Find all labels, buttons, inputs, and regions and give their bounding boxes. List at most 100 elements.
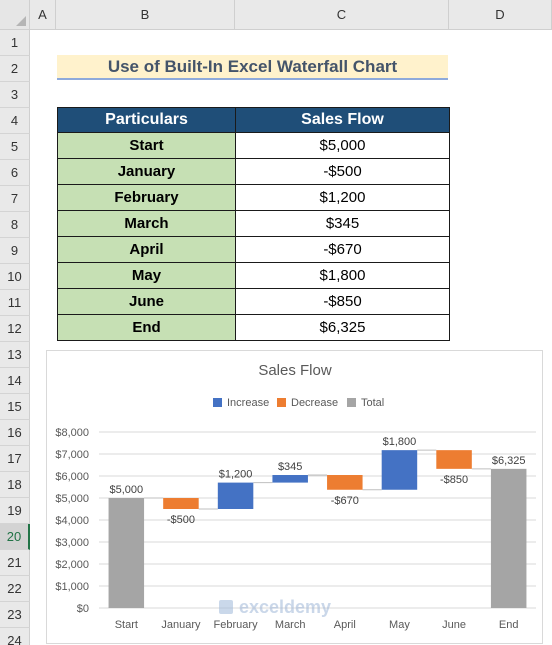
row-header-23[interactable]: 23 xyxy=(0,602,30,628)
legend-swatch-decrease xyxy=(277,398,286,407)
row-header-20[interactable]: 20 xyxy=(0,524,30,550)
data-label: $6,325 xyxy=(492,455,526,467)
select-all-corner[interactable] xyxy=(0,0,30,30)
column-header-c[interactable]: C xyxy=(235,0,449,30)
bar-start xyxy=(108,498,145,608)
table-row: February $1,200 xyxy=(57,184,450,211)
sales-flow-cell[interactable]: -$500 xyxy=(235,158,450,185)
row-header-18[interactable]: 18 xyxy=(0,472,30,498)
bar-april xyxy=(327,475,363,490)
particular-cell[interactable]: May xyxy=(57,262,236,289)
row-header-15[interactable]: 15 xyxy=(0,394,30,420)
row-header-2[interactable]: 2 xyxy=(0,56,30,82)
column-header-a[interactable]: A xyxy=(30,0,56,30)
row-header-10[interactable]: 10 xyxy=(0,264,30,290)
chart-title: Sales Flow xyxy=(258,362,332,379)
x-tick-label: May xyxy=(389,619,410,631)
particular-cell[interactable]: March xyxy=(57,210,236,237)
exceldemy-watermark: exceldemy xyxy=(239,597,331,617)
row-header-17[interactable]: 17 xyxy=(0,446,30,472)
data-label: $1,200 xyxy=(219,469,253,481)
row-header-4[interactable]: 4 xyxy=(0,108,30,134)
data-label: $345 xyxy=(278,461,302,473)
data-label: -$850 xyxy=(440,474,468,486)
row-header-19[interactable]: 19 xyxy=(0,498,30,524)
row-header-3[interactable]: 3 xyxy=(0,82,30,108)
particular-cell[interactable]: June xyxy=(57,288,236,315)
table-row: Start $5,000 xyxy=(57,132,450,159)
y-tick-label: $4,000 xyxy=(55,515,89,527)
row-header-1[interactable]: 1 xyxy=(0,30,30,56)
table-row: June -$850 xyxy=(57,288,450,315)
row-header-6[interactable]: 6 xyxy=(0,160,30,186)
x-tick-label: End xyxy=(499,619,519,631)
sales-flow-cell[interactable]: $6,325 xyxy=(235,314,450,341)
table-row: End $6,325 xyxy=(57,314,450,341)
table-row: May $1,800 xyxy=(57,262,450,289)
waterfall-chart[interactable]: Sales Flow Increase Decrease Total $0 $1,000 $… xyxy=(46,350,543,644)
row-header-22[interactable]: 22 xyxy=(0,576,30,602)
y-tick-label: $5,000 xyxy=(55,493,89,505)
row-header-13[interactable]: 13 xyxy=(0,342,30,368)
row-header-8[interactable]: 8 xyxy=(0,212,30,238)
table-header-particulars[interactable]: Particulars xyxy=(57,107,236,133)
x-tick-label: February xyxy=(214,619,259,631)
particular-cell[interactable]: February xyxy=(57,184,236,211)
row-header-16[interactable]: 16 xyxy=(0,420,30,446)
column-header-d[interactable]: D xyxy=(449,0,552,30)
bar-march xyxy=(272,475,308,483)
particular-cell[interactable]: April xyxy=(57,236,236,263)
row-header-21[interactable]: 21 xyxy=(0,550,30,576)
data-label: $5,000 xyxy=(109,484,143,496)
bar-may xyxy=(381,450,418,490)
data-label: $1,800 xyxy=(383,436,417,448)
legend-swatch-increase xyxy=(213,398,222,407)
table-row: March $345 xyxy=(57,210,450,237)
x-tick-label: March xyxy=(275,619,306,631)
x-tick-label: June xyxy=(442,619,466,631)
sheet-title[interactable]: Use of Built-In Excel Waterfall Chart xyxy=(57,55,448,80)
row-header-11[interactable]: 11 xyxy=(0,290,30,316)
row-header-9[interactable]: 9 xyxy=(0,238,30,264)
y-tick-label: $1,000 xyxy=(55,581,89,593)
sales-flow-cell[interactable]: $345 xyxy=(235,210,450,237)
row-header-24[interactable]: 24 xyxy=(0,628,30,645)
column-header-b[interactable]: B xyxy=(56,0,235,30)
y-tick-label: $0 xyxy=(77,603,89,615)
y-tick-label: $7,000 xyxy=(55,449,89,461)
sales-flow-cell[interactable]: -$670 xyxy=(235,236,450,263)
table-row: April -$670 xyxy=(57,236,450,263)
row-header-5[interactable]: 5 xyxy=(0,134,30,160)
data-label: -$670 xyxy=(331,495,359,507)
data-label: -$500 xyxy=(167,514,195,526)
bar-june xyxy=(436,450,472,469)
x-tick-label: January xyxy=(161,619,201,631)
exceldemy-logo-icon xyxy=(219,600,233,614)
sales-flow-cell[interactable]: $1,800 xyxy=(235,262,450,289)
x-tick-label: Start xyxy=(115,619,138,631)
x-tick-label: April xyxy=(334,619,356,631)
legend-label-decrease: Decrease xyxy=(291,397,338,409)
bar-end xyxy=(490,468,527,608)
legend-label-increase: Increase xyxy=(227,397,269,409)
particular-cell[interactable]: Start xyxy=(57,132,236,159)
particular-cell[interactable]: End xyxy=(57,314,236,341)
waterfall-chart-svg: Sales Flow Increase Decrease Total $0 $1,000 $… xyxy=(55,362,536,631)
y-tick-label: $8,000 xyxy=(55,427,89,439)
sales-flow-cell[interactable]: -$850 xyxy=(235,288,450,315)
sales-flow-cell[interactable]: $5,000 xyxy=(235,132,450,159)
particular-cell[interactable]: January xyxy=(57,158,236,185)
table-header-sales-flow[interactable]: Sales Flow xyxy=(235,107,450,133)
row-header-14[interactable]: 14 xyxy=(0,368,30,394)
row-header-7[interactable]: 7 xyxy=(0,186,30,212)
sales-flow-cell[interactable]: $1,200 xyxy=(235,184,450,211)
y-tick-label: $3,000 xyxy=(55,537,89,549)
legend-swatch-total xyxy=(347,398,356,407)
table-row: January -$500 xyxy=(57,158,450,185)
bar-january xyxy=(163,498,199,509)
bar-february xyxy=(217,482,254,509)
select-all-triangle-icon xyxy=(16,16,26,26)
y-tick-label: $2,000 xyxy=(55,559,89,571)
row-header-12[interactable]: 12 xyxy=(0,316,30,342)
sales-table: Particulars Sales Flow Start $5,000 Janua… xyxy=(57,107,450,341)
